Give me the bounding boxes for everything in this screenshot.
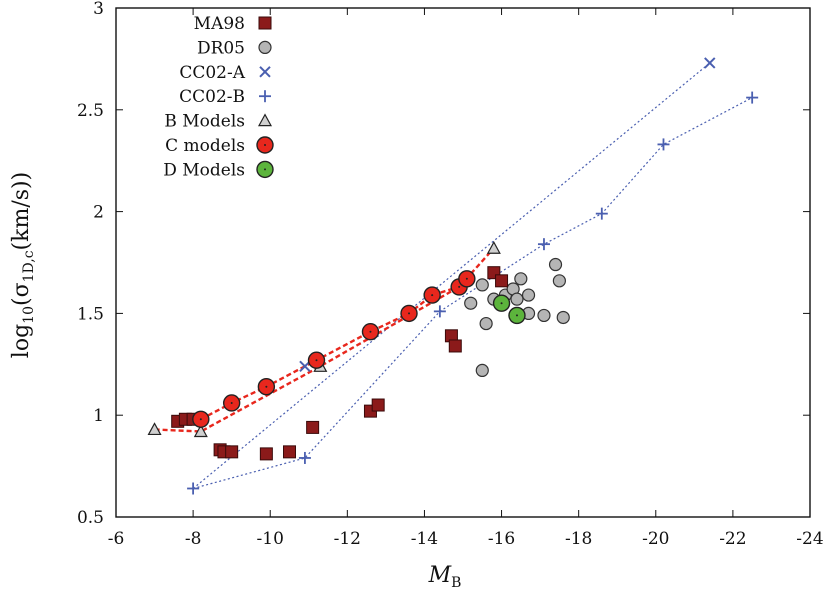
y-tick-label: 2 <box>93 203 104 223</box>
y-tick-label: 2.5 <box>77 101 104 121</box>
c-models-point <box>423 286 441 304</box>
dr05-point <box>479 316 493 331</box>
legend-marker-c-models <box>256 136 274 154</box>
c-models-point-center <box>458 285 461 288</box>
c-models-point-center <box>230 401 233 404</box>
cc02-b-point <box>657 138 670 151</box>
data-markers <box>147 57 759 495</box>
c-models-point-center <box>315 359 318 362</box>
ma98-point <box>283 445 296 459</box>
c-models-point <box>222 394 241 412</box>
legend-marker-d-models <box>256 160 274 179</box>
dr05-point <box>475 363 489 378</box>
dr05-point <box>552 274 566 288</box>
ma98-point <box>495 274 509 288</box>
cc02-b-point <box>187 482 200 495</box>
x-tick-label: -14 <box>411 529 438 549</box>
c-models-point-center <box>431 294 434 297</box>
y-tick-label: 1.5 <box>77 304 104 324</box>
legend-label-cc02-b: CC02-B <box>179 87 245 107</box>
cc02-b-point <box>298 451 311 464</box>
y-tick-label: 3 <box>93 0 104 19</box>
legend-marker-c-models-center <box>264 144 266 146</box>
x-tick-label: -24 <box>796 529 823 549</box>
dr05-point <box>537 308 551 323</box>
dr05-point <box>556 310 570 325</box>
cc02-b-point <box>595 207 608 220</box>
legend-marker-b-models <box>257 113 273 127</box>
legend-marker-ma98 <box>258 16 272 30</box>
c-models-point <box>361 323 380 341</box>
b-models-point <box>486 240 501 254</box>
x-tick-label: -10 <box>257 529 284 549</box>
c-models-point-center <box>369 330 372 333</box>
dr05-point <box>548 257 563 272</box>
ma98-point <box>448 339 462 353</box>
dr05-point <box>514 272 528 286</box>
legend-label-dr05: DR05 <box>197 38 245 58</box>
series-line <box>192 62 711 489</box>
cc02-a-point <box>704 57 716 69</box>
d-models-point <box>492 294 511 312</box>
b-models-point <box>147 422 162 436</box>
c-models-point <box>307 351 326 369</box>
legend-marker-dr05 <box>258 40 272 55</box>
plot-frame <box>115 7 811 518</box>
x-tick-label: -8 <box>185 529 202 549</box>
dr05-point <box>510 292 524 306</box>
x-tick-label: -22 <box>719 529 746 549</box>
series-line <box>192 97 753 490</box>
ma98-point <box>225 445 239 459</box>
legend-marker-d-models-center <box>264 168 266 171</box>
legend-marker-cc02-b <box>259 90 271 103</box>
y-tick-label: 1 <box>93 406 104 426</box>
y-tick-label: 0.5 <box>77 508 104 528</box>
c-models-point <box>458 270 476 288</box>
dr05-point <box>464 296 478 310</box>
legend-marker-cc02-a-stroke <box>259 66 271 78</box>
c-models-point-center <box>199 418 202 421</box>
cc02-b-point <box>537 238 550 251</box>
legend-marker-cc02-a <box>259 66 271 78</box>
c-models-point-center <box>465 277 468 280</box>
d-models-point <box>508 306 526 325</box>
x-axis-title: MB <box>428 563 462 591</box>
legend-label-ma98: MA98 <box>194 14 245 34</box>
ma98-point <box>259 447 273 461</box>
legend-label-b-models: B Models <box>164 112 245 132</box>
dr05-point <box>475 278 489 292</box>
ma98-point <box>371 398 385 412</box>
legend: MA98 DR05 CC02-A CC02-B B Models C models D Mo… <box>163 14 274 180</box>
legend-label-cc02-a: CC02-A <box>179 63 245 83</box>
y-axis-title: log10(σ1D,c(km/s)) <box>9 172 37 358</box>
cc02-b-point <box>433 305 446 318</box>
b-models-point <box>193 424 208 438</box>
legend-label-c-models: C models <box>165 136 245 156</box>
x-tick-label: -12 <box>334 529 361 549</box>
connecting-lines <box>154 62 753 490</box>
x-tick-label: -20 <box>642 529 669 549</box>
c-models-point-center <box>408 312 411 315</box>
dr05-point <box>521 288 536 302</box>
axis-ticks: -6 -8 -10 -12 -14 -16 -18 -20 -22 -24 0.5 1 1.5 2 2.5 3 <box>77 0 824 549</box>
c-models-point-center <box>265 385 268 388</box>
d-models-point-center <box>500 302 503 305</box>
legend-label-d-models: D Models <box>163 160 245 180</box>
cc02-a-point-stroke <box>704 57 716 69</box>
x-tick-label: -18 <box>565 529 592 549</box>
x-tick-label: -6 <box>108 529 125 549</box>
cc02-b-point <box>746 91 759 104</box>
c-models-point <box>400 304 418 323</box>
c-models-point <box>257 377 276 396</box>
ma98-point <box>306 420 320 434</box>
series-line <box>154 247 495 433</box>
x-tick-label: -16 <box>488 529 515 549</box>
d-models-point-center <box>515 314 518 317</box>
c-models-point <box>192 410 210 428</box>
series-line <box>200 277 468 421</box>
